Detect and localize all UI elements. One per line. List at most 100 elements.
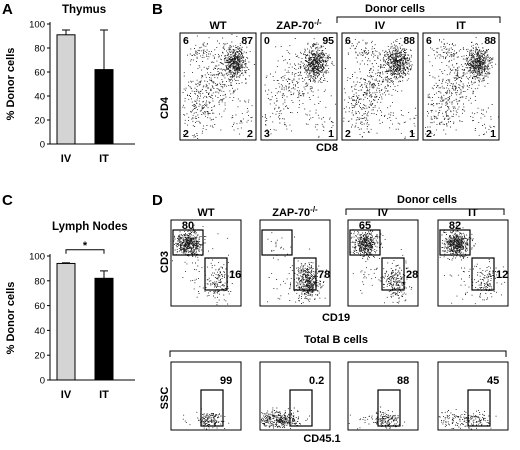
gate-b-cells-value: 28 — [406, 269, 418, 281]
gate-cd45-value: 88 — [397, 375, 409, 387]
gate-t-cells — [349, 229, 381, 256]
plot-title: WT — [197, 207, 214, 219]
flow-plot-d-bottom-4: 45 — [437, 361, 509, 431]
gate-b-cells-value: 16 — [229, 269, 241, 281]
gate-t-cells-value: 82 — [449, 220, 461, 232]
event-dots — [425, 37, 499, 136]
quadrant-top-right: 88 — [403, 35, 415, 47]
gate-t-cells — [172, 229, 204, 256]
y-tick-label: 20 — [34, 351, 45, 362]
y-tick-label: 100 — [29, 20, 45, 31]
y-tick-label: 0 — [40, 140, 45, 151]
y-tick-label: 40 — [34, 326, 45, 337]
flow-plots-ssc-cd45: 99 0.2 88 45 — [170, 361, 509, 431]
flow-plot-d-top-3: IV 65 28 — [347, 207, 419, 307]
gate-b-cells — [204, 257, 228, 291]
gate-b-cells-value: 12 — [496, 269, 508, 281]
event-dots — [182, 34, 255, 139]
quadrant-top-right: 95 — [322, 35, 334, 47]
event-dots — [348, 406, 405, 430]
gate-cd45-positive — [289, 389, 313, 427]
event-dots — [350, 227, 413, 304]
quadrant-top-left: 6 — [345, 35, 351, 47]
panel-label-d: D — [152, 192, 163, 209]
event-dots — [260, 407, 310, 429]
plot-frame — [170, 219, 242, 307]
gate-b-cells — [293, 257, 317, 291]
gate-cd45-positive — [377, 389, 401, 427]
quadrant-bottom-right: 1 — [328, 128, 334, 140]
bar-it — [94, 277, 114, 381]
event-dots — [262, 38, 336, 138]
plot-frame — [347, 219, 419, 307]
plot-frame — [437, 361, 509, 431]
quadrant-bottom-right: 2 — [247, 128, 253, 140]
b-ylabel: CD4 — [159, 96, 171, 119]
y-tick-label: 80 — [34, 44, 45, 55]
plot-frame — [170, 361, 242, 431]
y-tick-label: 40 — [34, 92, 45, 103]
donor-cells-label-b: Donor cells — [365, 3, 425, 15]
quadrant-top-left: 6 — [183, 35, 189, 47]
x-tick-label: IV — [61, 153, 72, 165]
plot-frame — [422, 32, 500, 141]
d-top-ylabel: CD3 — [159, 251, 171, 273]
gate-b-cells-value: 78 — [318, 269, 330, 281]
d-top-xlabel: CD19 — [322, 312, 350, 324]
event-dots — [267, 232, 327, 304]
y-tick-label: 60 — [34, 301, 45, 312]
plot-title: IV — [375, 20, 386, 32]
gate-t-cells — [261, 229, 293, 256]
flow-plot-b-3: IV 6 88 2 1 — [341, 20, 419, 141]
quadrant-top-left: 6 — [426, 35, 432, 47]
flow-plot-d-bottom-1: 99 — [170, 361, 242, 431]
bar-chart-lymph-nodes: 0 20 40 60 80 100 % Donor cells IV IT * — [5, 240, 135, 401]
gate-cd45-value: 99 — [220, 375, 232, 387]
bar-it — [94, 69, 114, 145]
donor-cells-bracket-b — [336, 16, 501, 23]
plot-frame — [347, 361, 419, 431]
gate-cd45-positive — [200, 389, 224, 427]
plot-frame — [341, 32, 419, 141]
x-tick-label: IT — [99, 389, 109, 401]
y-tick-label: 80 — [34, 276, 45, 287]
donor-cells-bracket-d — [345, 208, 505, 215]
flow-plot-d-top-2: ZAP-70-/- 78 — [259, 205, 331, 307]
flow-plot-d-top-4: IT 82 12 — [437, 207, 509, 307]
bar-chart-thymus: 0 20 40 60 80 100 % Donor cells IV IT — [5, 20, 135, 165]
y-tick-label: 20 — [34, 116, 45, 127]
bar-iv — [56, 262, 76, 381]
plot-title: ZAP-70-/- — [276, 18, 322, 32]
quadrant-bottom-left: 2 — [345, 128, 351, 140]
total-b-cells-bracket — [169, 350, 507, 357]
plot-title: IT — [456, 20, 466, 32]
y-tick-label: 60 — [34, 68, 45, 79]
y-axis-label: % Donor cells — [5, 48, 17, 121]
panel-label-a: A — [2, 1, 13, 18]
x-tick-label: IV — [61, 389, 72, 401]
b-xlabel: CD8 — [316, 142, 338, 154]
plot-frame — [179, 32, 257, 141]
event-dots — [182, 408, 230, 430]
quadrant-bottom-left: 3 — [264, 128, 270, 140]
gate-t-cells-value: 80 — [182, 220, 194, 232]
quadrant-bottom-right: 1 — [409, 128, 415, 140]
bar-iv — [56, 34, 76, 145]
event-dots — [343, 37, 417, 139]
plot-frame — [259, 361, 331, 431]
chart-a-title: Thymus — [62, 4, 106, 16]
flow-plot-d-bottom-3: 88 — [347, 361, 419, 431]
quadrant-bottom-left: 2 — [426, 128, 432, 140]
gate-t-cells — [439, 229, 471, 256]
plot-title: ZAP-70-/- — [272, 205, 318, 219]
donor-cells-label-d: Donor cells — [397, 194, 457, 206]
y-tick-label: 100 — [29, 252, 45, 263]
plot-title: IV — [378, 207, 389, 219]
quadrant-bottom-left: 2 — [183, 128, 189, 140]
flow-plot-b-2: ZAP-70-/- 0 95 3 1 — [260, 18, 338, 141]
plot-title: WT — [209, 20, 226, 32]
plot-frame — [259, 219, 331, 307]
